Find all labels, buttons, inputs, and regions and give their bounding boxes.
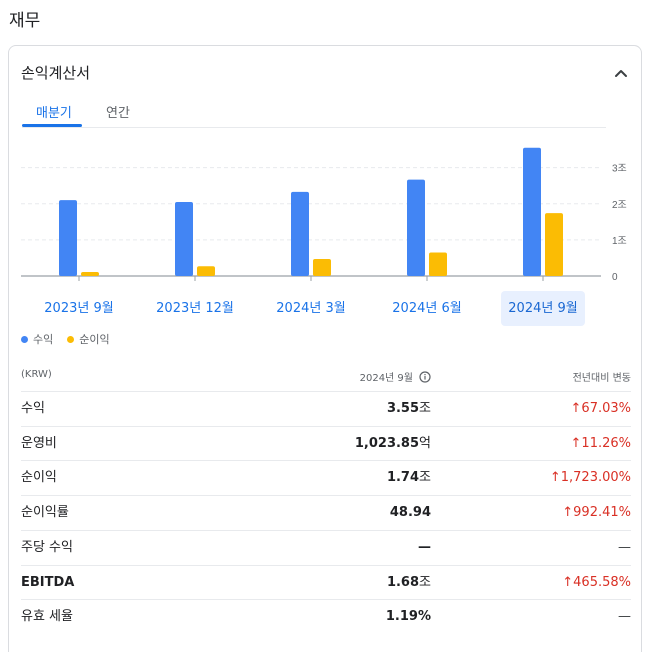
row-value: 3.55조 xyxy=(387,392,431,426)
table-row: 순이익률 48.94 ↑992.41% xyxy=(21,495,631,530)
row-label: 운영비 xyxy=(21,435,57,451)
legend-label-revenue: 수익 xyxy=(33,333,54,346)
y-tick-label: 0 xyxy=(612,272,618,283)
x-category-label[interactable]: 2023년 12월 xyxy=(156,301,234,316)
row-value-number: 1.68 xyxy=(386,574,420,590)
row-change: — xyxy=(618,609,631,625)
row-label: 유효 세율 xyxy=(21,609,73,625)
bar-revenue[interactable] xyxy=(523,147,541,276)
bar-net-income[interactable] xyxy=(545,213,563,276)
section-title: 재무 xyxy=(9,11,41,31)
x-category-label[interactable]: 2023년 9월 xyxy=(44,301,114,316)
table-row: 운영비 1,023.85억 ↑11.26% xyxy=(21,425,631,461)
row-change: ↑67.03% xyxy=(570,401,631,416)
bar-net-income[interactable] xyxy=(313,259,331,276)
collapse-button[interactable] xyxy=(609,62,633,86)
bar-revenue[interactable] xyxy=(291,191,309,276)
legend-dot-revenue xyxy=(21,335,28,343)
tab-divider xyxy=(22,127,606,128)
row-value-number: 3.55 xyxy=(386,401,420,416)
row-value: 1.68조 xyxy=(387,566,431,600)
row-change: ↑992.41% xyxy=(562,505,631,521)
table-row: EBITDA 1.68조 ↑465.58% xyxy=(21,564,631,600)
row-label: EBITDA xyxy=(21,574,75,590)
bar-revenue[interactable] xyxy=(407,179,425,276)
row-value-unit: 조 xyxy=(419,401,431,416)
bar-net-income[interactable] xyxy=(81,272,99,276)
row-change: ↑1,723.00% xyxy=(549,470,631,486)
x-category-label[interactable]: 2024년 9월 xyxy=(501,291,585,326)
bar-revenue[interactable] xyxy=(175,201,193,276)
bar-net-income[interactable] xyxy=(429,252,447,276)
row-label: 주당 수익 xyxy=(21,539,73,555)
table-row: 순이익 1.74조 ↑1,723.00% xyxy=(21,460,631,495)
row-value-number: 1.74 xyxy=(386,470,420,486)
income-chart: 0 1조 2조 3조 xyxy=(21,147,627,283)
row-change: ↑11.26% xyxy=(570,435,631,451)
row-change: — xyxy=(618,539,631,555)
x-category-label[interactable]: 2024년 6월 xyxy=(392,301,462,316)
x-category-label[interactable]: 2024년 3월 xyxy=(276,301,346,316)
tab-annual[interactable]: 연간 xyxy=(106,106,130,121)
table-unit-header: (KRW) xyxy=(21,369,52,380)
row-value-number: 1.19% xyxy=(385,609,431,625)
income-statement-card: 손익계산서 매분기 연간 0 1조 2조 3조 2023년 9월 2023년 12월 20… xyxy=(8,45,642,652)
row-change: ↑465.58% xyxy=(562,574,631,590)
tab-selected-indicator xyxy=(22,124,82,127)
row-label: 수익 xyxy=(21,401,45,416)
row-value-number: 1,023.85 xyxy=(354,435,420,451)
y-tick-label: 1조 xyxy=(612,236,627,247)
row-value: 1.74조 xyxy=(387,461,431,495)
tab-quarterly[interactable]: 매분기 xyxy=(36,106,72,121)
legend-label-net-income: 순이익 xyxy=(79,333,110,346)
legend-item-net-income: 순이익 xyxy=(67,331,110,347)
row-value: 48.94 xyxy=(390,496,431,530)
bar-revenue[interactable] xyxy=(59,200,77,276)
y-tick-label: 3조 xyxy=(612,164,627,175)
row-label: 순이익률 xyxy=(21,505,69,521)
row-value-number: — xyxy=(418,539,431,555)
info-icon[interactable] xyxy=(419,370,431,383)
table-row: 유효 세율 1.19% — xyxy=(21,599,631,634)
chevron-up-icon xyxy=(615,70,627,77)
row-value: 1,023.85억 xyxy=(355,427,431,461)
card-title: 손익계산서 xyxy=(21,64,91,82)
legend-dot-net-income xyxy=(67,335,75,343)
table-period-header: 2024년 9월 xyxy=(360,369,431,384)
row-value-unit: 억 xyxy=(419,435,431,451)
chart-legend: 수익 순이익 xyxy=(21,331,124,347)
table-change-header: 전년대비 변동 xyxy=(572,373,631,384)
legend-item-revenue: 수익 xyxy=(21,331,53,347)
bar-net-income[interactable] xyxy=(197,266,215,276)
table-row: 주당 수익 — — xyxy=(21,529,631,565)
row-value-unit: 조 xyxy=(419,574,431,590)
row-label: 순이익 xyxy=(21,470,57,486)
row-value-unit: 조 xyxy=(419,470,431,486)
table-row: 수익 3.55조 ↑67.03% xyxy=(21,391,631,426)
row-value: — xyxy=(418,531,431,565)
y-tick-label: 2조 xyxy=(612,200,627,211)
table-header: (KRW) 2024년 9월 전년대비 변동 xyxy=(21,369,631,389)
period-header-label: 2024년 9월 xyxy=(359,373,413,384)
row-value: 1.19% xyxy=(386,600,431,634)
row-value-number: 48.94 xyxy=(389,505,431,521)
